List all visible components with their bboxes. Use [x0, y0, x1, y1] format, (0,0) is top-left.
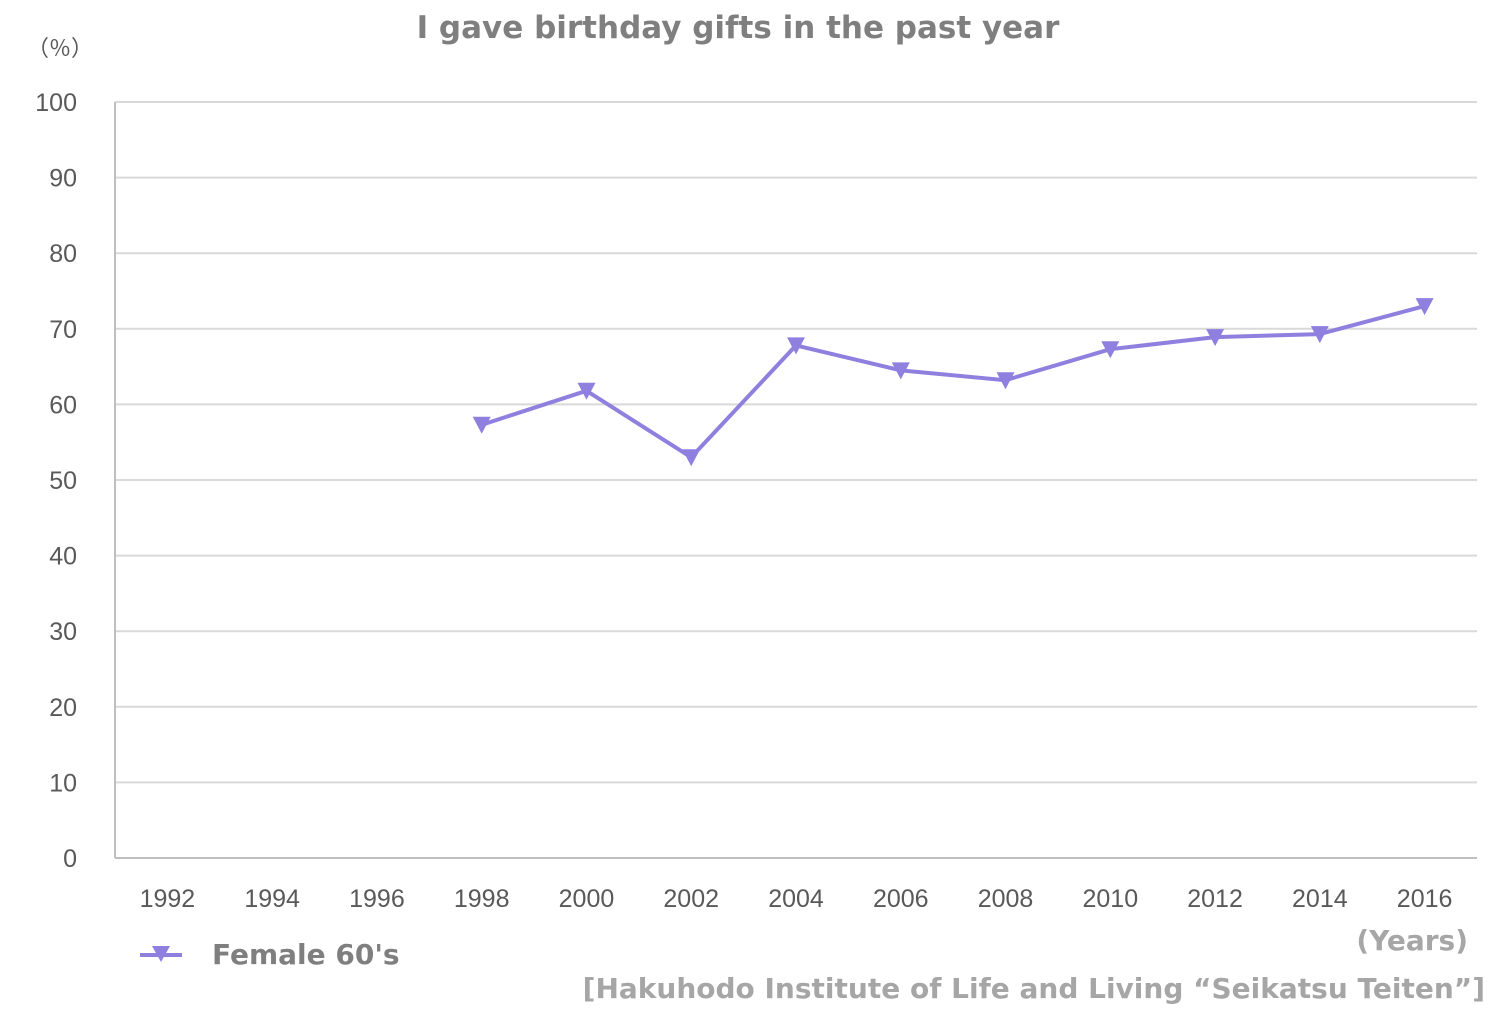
- data-point-marker: [1206, 329, 1225, 347]
- x-tick-label: 1994: [244, 885, 300, 913]
- x-tick-label: 2010: [1082, 885, 1138, 913]
- y-tick-label: 20: [49, 694, 77, 722]
- data-point-marker: [996, 372, 1015, 390]
- legend: Female 60's: [140, 938, 400, 971]
- y-tick-label: 10: [49, 769, 77, 797]
- chart-title: I gave birthday gifts in the past year: [417, 10, 1060, 46]
- x-tick-label: 2000: [559, 885, 615, 913]
- x-tick-label: 1998: [454, 885, 510, 913]
- x-tick-labels: 1992 1994 1996 1998 2000 2002 2004 2006 2008 2010…: [140, 885, 1453, 913]
- gridlines: [115, 101, 1477, 784]
- y-axis-unit-label: （％）: [27, 37, 93, 62]
- legend-triangle-marker-icon: [152, 946, 170, 962]
- x-tick-label: 2012: [1187, 885, 1243, 913]
- x-tick-label: 2004: [768, 885, 824, 913]
- y-tick-label: 80: [49, 240, 77, 268]
- x-tick-label: 2006: [873, 885, 929, 913]
- data-point-marker: [472, 416, 491, 434]
- data-point-marker: [682, 449, 701, 467]
- y-tick-label: 0: [63, 845, 77, 873]
- y-tick-label: 60: [49, 391, 77, 419]
- y-tick-label: 40: [49, 543, 77, 571]
- y-tick-label: 100: [35, 89, 77, 117]
- source-credit: [Hakuhodo Institute of Life and Living “…: [583, 972, 1485, 1005]
- y-tick-label: 70: [49, 316, 77, 344]
- x-tick-label: 1996: [349, 885, 405, 913]
- data-point-marker: [1415, 298, 1434, 316]
- data-point-marker: [787, 337, 805, 355]
- y-tick-label: 90: [49, 165, 77, 193]
- x-tick-label: 2002: [663, 885, 719, 913]
- data-point-marker: [1310, 326, 1329, 344]
- legend-series-label: Female 60's: [212, 938, 400, 971]
- series-female-60s: [472, 298, 1434, 467]
- x-tick-label: 2016: [1397, 885, 1453, 913]
- y-tick-labels: 0 10 20 30 40 50 60 70 80 90 100: [35, 89, 77, 873]
- x-tick-label: 2014: [1292, 885, 1348, 913]
- x-axis-unit-label: (Years): [1356, 924, 1468, 957]
- data-point-marker: [577, 382, 596, 400]
- series-line: [481, 304, 1426, 460]
- x-tick-label: 1992: [140, 885, 196, 913]
- x-tick-label: 2008: [978, 885, 1034, 913]
- y-tick-label: 30: [49, 618, 77, 646]
- y-tick-label: 50: [49, 467, 77, 495]
- data-point-marker: [891, 362, 910, 380]
- axes: [114, 102, 1477, 859]
- data-point-marker: [1101, 341, 1120, 359]
